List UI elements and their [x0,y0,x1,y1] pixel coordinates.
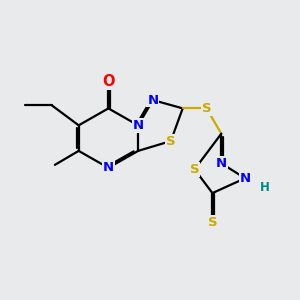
Text: O: O [102,74,115,89]
Text: N: N [103,161,114,174]
Text: N: N [147,94,158,106]
Text: S: S [190,163,200,176]
Text: N: N [133,119,144,132]
Text: S: S [166,135,175,148]
Text: N: N [216,157,227,170]
Text: H: H [260,181,270,194]
Text: S: S [202,102,211,115]
Text: N: N [239,172,251,185]
Text: S: S [208,216,217,229]
